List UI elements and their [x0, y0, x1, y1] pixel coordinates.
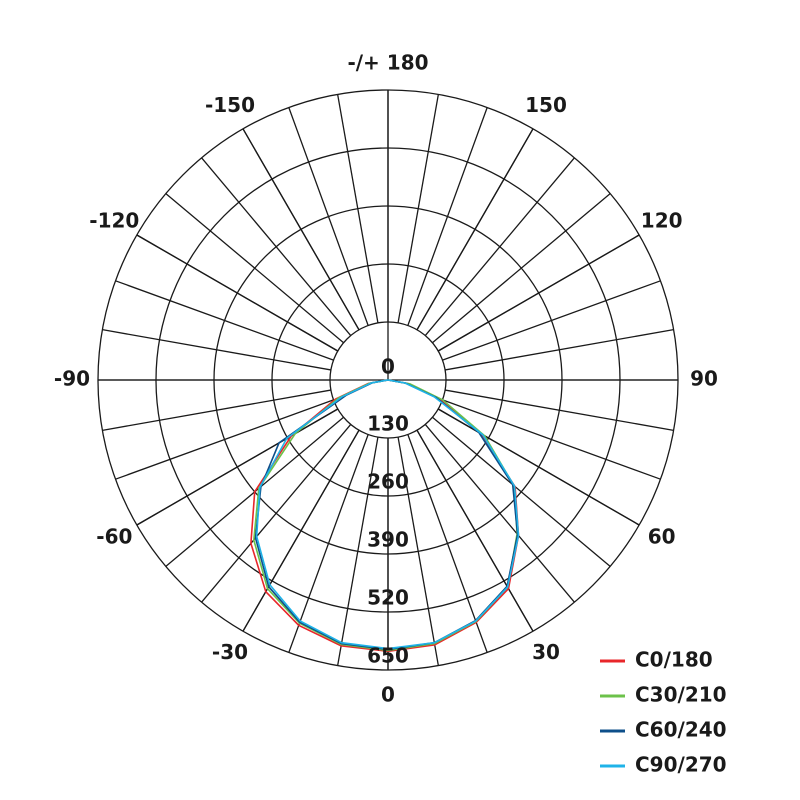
intensity-curve	[252, 379, 518, 652]
intensity-curve	[255, 379, 520, 650]
legend-label: C0/180	[635, 648, 713, 672]
theta-tick-label: -/+ 180	[347, 51, 428, 75]
ring	[155, 147, 621, 613]
ring	[97, 89, 679, 671]
ring	[329, 321, 447, 439]
theta-tick-label: -90	[54, 367, 90, 391]
legend-label: C90/270	[635, 753, 727, 777]
theta-tick-label: 90	[690, 367, 718, 391]
theta-tick-label: 0	[381, 683, 395, 707]
r-tick-label: 0	[381, 355, 395, 379]
theta-tick-label: -120	[89, 209, 139, 233]
ring	[213, 205, 563, 555]
r-tick-label: 390	[367, 528, 409, 552]
theta-tick-label: 30	[532, 640, 560, 664]
legend-label: C30/210	[635, 683, 727, 707]
theta-tick-label: 120	[641, 209, 683, 233]
r-tick-label: 130	[367, 412, 409, 436]
legend-label: C60/240	[635, 718, 727, 742]
theta-tick-label: -60	[96, 525, 132, 549]
theta-tick-label: -150	[205, 93, 255, 117]
theta-tick-label: 60	[648, 525, 676, 549]
r-tick-label: 260	[367, 470, 409, 494]
r-tick-label: 520	[367, 586, 409, 610]
theta-tick-label: -30	[212, 640, 248, 664]
theta-tick-label: 150	[525, 93, 567, 117]
ring	[271, 263, 505, 497]
r-tick-label: 650	[367, 644, 409, 668]
